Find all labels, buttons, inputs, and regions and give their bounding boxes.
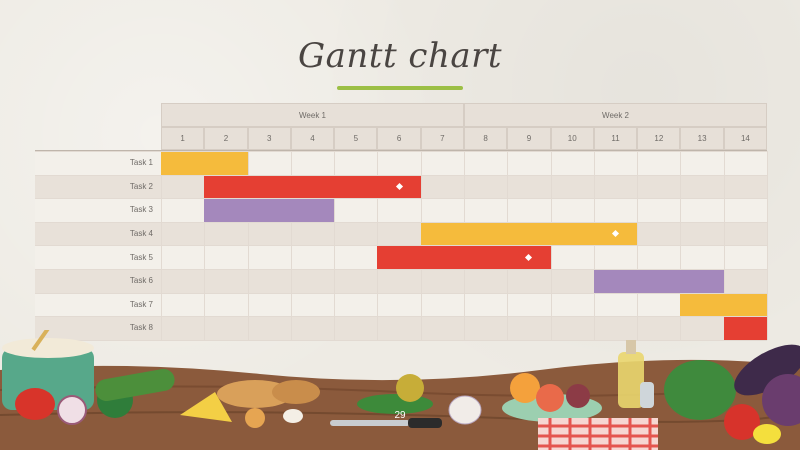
task-label: Task 7: [129, 299, 153, 309]
row-band: [35, 269, 767, 293]
day-header: 3: [247, 127, 291, 150]
day-header: 5: [334, 127, 378, 150]
task-label: Task 2: [129, 181, 153, 191]
task-label: Task 6: [129, 276, 153, 286]
row-band: [35, 316, 767, 340]
header-divider: [35, 150, 768, 151]
vegetables-illustration: [0, 330, 800, 450]
day-header: 7: [420, 127, 465, 150]
task-label: Task 4: [129, 229, 153, 239]
day-header: 6: [377, 127, 421, 150]
grid-line-horizontal: [35, 198, 768, 200]
page-number: 29: [394, 410, 406, 421]
task-bar[interactable]: [204, 175, 421, 199]
grid-line-horizontal: [35, 151, 768, 152]
day-header: 11: [593, 127, 638, 150]
task-bar[interactable]: [204, 199, 335, 222]
week-header: Week 2: [464, 103, 768, 127]
task-bar[interactable]: [723, 317, 768, 340]
day-header: 9: [507, 127, 551, 150]
slide-title: Gantt chart: [297, 36, 503, 76]
day-header: 2: [204, 127, 248, 150]
task-label: Task 8: [129, 323, 153, 333]
task-label: Task 1: [129, 158, 153, 168]
day-header: 8: [464, 127, 508, 150]
day-header: 14: [723, 127, 768, 150]
task-bar[interactable]: [593, 270, 724, 293]
grid-line-horizontal: [35, 316, 768, 318]
day-header: 13: [680, 127, 724, 150]
grid-line-horizontal: [35, 339, 768, 341]
row-band: [35, 292, 767, 317]
task-bar[interactable]: [680, 293, 768, 317]
title-underline: [337, 86, 463, 90]
day-header: 10: [550, 127, 594, 150]
grid-line-horizontal: [35, 221, 768, 223]
grid-line-vertical: [767, 151, 769, 340]
grid-line-horizontal: [35, 292, 768, 294]
task-bar[interactable]: [377, 246, 551, 269]
grid-line-horizontal: [35, 245, 768, 247]
task-label: Task 5: [129, 252, 153, 262]
day-header: 12: [637, 127, 681, 150]
grid-line-horizontal: [35, 269, 768, 270]
grid-line-horizontal: [35, 174, 768, 176]
day-header: 4: [290, 127, 335, 150]
task-label: Task 3: [129, 205, 153, 215]
task-bar[interactable]: [161, 152, 248, 175]
task-bar[interactable]: [420, 222, 638, 246]
week-header: Week 1: [161, 103, 465, 127]
day-header: 1: [161, 127, 205, 150]
